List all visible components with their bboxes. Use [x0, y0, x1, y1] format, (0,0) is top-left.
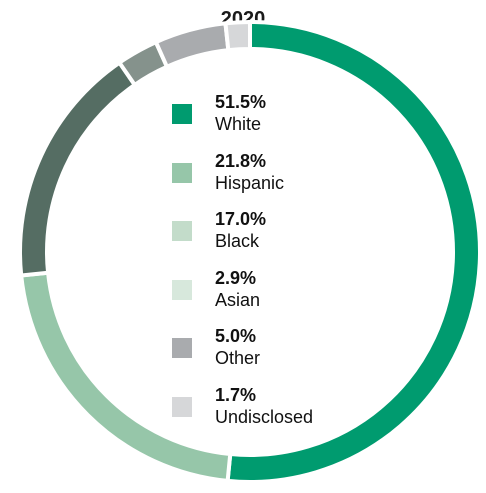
- legend-item-white: 51.5% White: [172, 91, 313, 150]
- legend-item-hispanic: 21.8% Hispanic: [172, 150, 313, 209]
- donut-slice-other: [153, 21, 231, 70]
- legend-label: White: [215, 114, 262, 134]
- legend: 51.5% White 21.8% Hispanic 17.0% Black 2.9% Asi…: [172, 91, 313, 442]
- legend-item-asian: 2.9% Asian: [172, 267, 313, 326]
- legend-text: 17.0% Black: [215, 208, 266, 252]
- legend-label: Hispanic: [215, 172, 285, 193]
- donut-slice-undisclosed: [223, 19, 252, 53]
- legend-text: 5.0% Other: [215, 325, 260, 369]
- legend-swatch: [172, 279, 192, 300]
- legend-value: 51.5%: [215, 92, 267, 112]
- donut-slice-black: [18, 59, 138, 278]
- legend-value: 17.0%: [215, 209, 267, 229]
- legend-text: 21.8% Hispanic: [215, 150, 284, 194]
- legend-item-other: 5.0% Other: [172, 325, 313, 384]
- legend-label: Undisclosed: [215, 406, 314, 427]
- legend-item-black: 17.0% Black: [172, 208, 313, 267]
- legend-label: Other: [215, 348, 261, 368]
- legend-value: 5.0%: [215, 326, 257, 346]
- legend-value: 1.7%: [215, 384, 257, 405]
- legend-text: 51.5% White: [215, 91, 266, 135]
- legend-label: Asian: [215, 289, 261, 310]
- legend-text: 1.7% Undisclosed: [215, 384, 313, 428]
- legend-swatch: [172, 104, 192, 124]
- legend-item-undisclosed: 1.7% Undisclosed: [172, 384, 313, 443]
- legend-value: 2.9%: [215, 267, 257, 288]
- legend-swatch: [172, 221, 192, 241]
- legend-value: 21.8%: [215, 150, 267, 171]
- legend-label: Black: [215, 231, 260, 251]
- legend-text: 2.9% Asian: [215, 267, 260, 311]
- legend-swatch: [172, 338, 192, 358]
- legend-swatch: [172, 396, 192, 417]
- legend-swatch: [172, 162, 192, 183]
